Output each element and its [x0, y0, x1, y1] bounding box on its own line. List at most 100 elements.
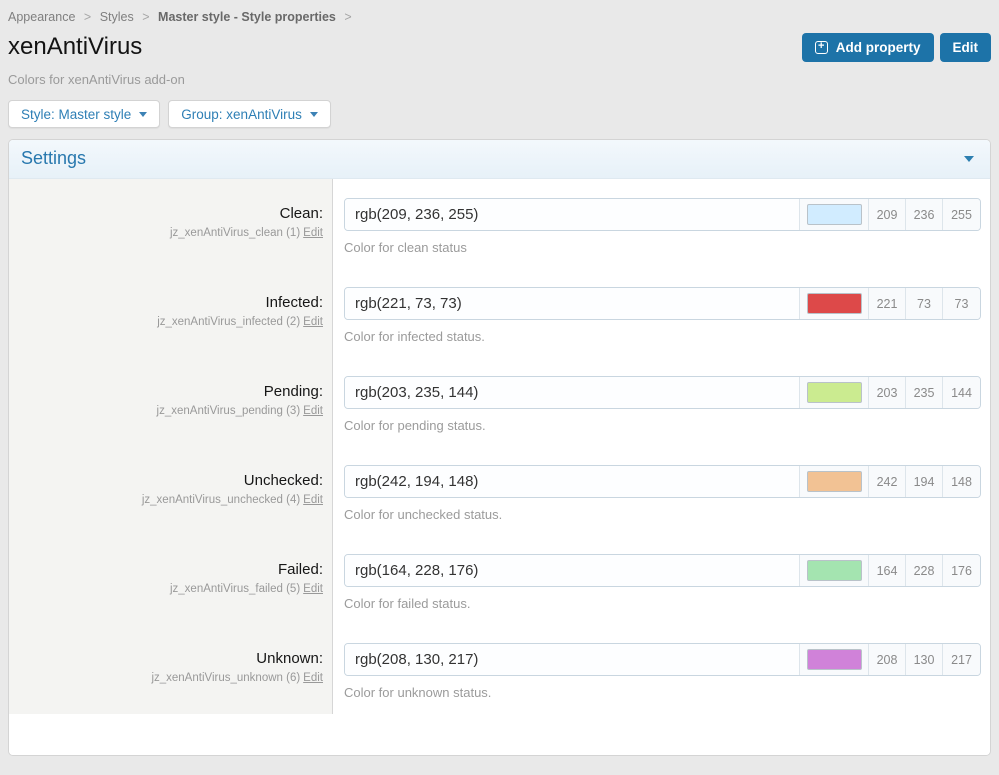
color-swatch[interactable]: [806, 471, 862, 492]
color-red-value: 221: [869, 288, 906, 319]
property-row-infected: Infected: jz_xenAntiVirus_infected (2) Ed…: [9, 287, 990, 376]
filter-row: Style: Master style Group: xenAntiVirus: [8, 100, 991, 128]
property-meta-name: jz_xenAntiVirus_unchecked (4): [141, 494, 301, 506]
color-swatch[interactable]: [806, 293, 862, 314]
property-edit-link[interactable]: Edit: [303, 672, 323, 684]
property-description: Color for pending status.: [344, 418, 486, 433]
group-selector-dropdown[interactable]: Group: xenAntiVirus: [168, 100, 331, 128]
color-green-value: 228: [906, 555, 943, 586]
property-control-cell: 242 194 148 Color for unchecked status.: [334, 465, 990, 554]
property-description: Color for failed status.: [344, 596, 471, 611]
color-value-input[interactable]: [345, 555, 800, 586]
color-value-widget: 242 194 148: [344, 465, 981, 498]
color-blue-value: 176: [943, 555, 980, 586]
property-meta: jz_xenAntiVirus_failed (5) Edit: [9, 583, 323, 595]
color-red-value: 164: [869, 555, 906, 586]
color-swatch[interactable]: [806, 204, 862, 225]
breadcrumb: Appearance > Styles > Master style - Sty…: [8, 0, 991, 24]
property-label-cell: Pending: jz_xenAntiVirus_pending (3) Edit: [9, 376, 334, 465]
property-label-cell: Infected: jz_xenAntiVirus_infected (2) Ed…: [9, 287, 334, 376]
color-value-input[interactable]: [345, 377, 800, 408]
property-meta-name: jz_xenAntiVirus_unknown (6): [151, 672, 301, 684]
property-rows: Clean: jz_xenAntiVirus_clean (1)Edit 209: [9, 179, 990, 732]
color-swatch-cell: [800, 377, 869, 408]
collapse-triangle-icon: [964, 156, 974, 162]
property-meta: jz_xenAntiVirus_pending (3) Edit: [9, 405, 323, 417]
settings-panel-title: Settings: [21, 148, 87, 168]
property-description: Color for unknown status.: [344, 685, 492, 700]
group-selector-label: Group: xenAntiVirus: [181, 106, 302, 122]
style-selector-label: Style: Master style: [21, 106, 132, 122]
color-swatch[interactable]: [806, 382, 862, 403]
property-label: Infected:: [265, 294, 323, 311]
color-green-value: 73: [906, 288, 943, 319]
color-value-input[interactable]: [345, 288, 800, 319]
color-swatch-cell: [800, 644, 869, 675]
property-meta: jz_xenAntiVirus_clean (1) Edit: [9, 227, 323, 239]
property-meta: jz_xenAntiVirus_unknown (6) Edit: [9, 672, 323, 684]
breadcrumb-style-properties[interactable]: Master style - Style properties: [158, 10, 336, 24]
add-property-label: Add property: [835, 39, 921, 55]
property-edit-link[interactable]: Edit: [303, 405, 323, 417]
property-control-cell: 164 228 176 Color for failed status.: [334, 554, 990, 643]
color-blue-value: 148: [943, 466, 980, 497]
color-red-value: 203: [869, 377, 906, 408]
color-swatch[interactable]: [806, 560, 862, 581]
property-label-cell: Clean: jz_xenAntiVirus_clean (1) Edit: [9, 198, 334, 287]
property-row-unchecked: Unchecked: jz_xenAntiVirus_unchecked (4)…: [9, 465, 990, 554]
property-label: Clean:: [279, 205, 323, 222]
property-control-cell: 208 130 217 Color for unknown status.: [334, 643, 990, 732]
property-description: Color for unchecked status.: [344, 507, 503, 522]
property-meta-name: jz_xenAntiVirus_pending (3): [156, 405, 301, 417]
breadcrumb-appearance[interactable]: Appearance: [8, 10, 76, 24]
settings-panel-body: Clean: jz_xenAntiVirus_clean (1)Edit 209: [9, 179, 990, 755]
color-swatch-cell: [800, 199, 869, 230]
color-red-value: 209: [869, 199, 906, 230]
add-icon: [814, 40, 828, 54]
color-value-widget: 208 130 217: [344, 643, 981, 676]
property-meta-name: jz_xenAntiVirus_clean (1): [169, 227, 301, 239]
page-title: xenAntiVirus: [8, 33, 143, 60]
color-swatch-cell: [800, 555, 869, 586]
breadcrumb-separator: >: [83, 10, 92, 24]
property-row-pending: Pending: jz_xenAntiVirus_pending (3) Edit…: [9, 376, 990, 465]
property-label: Unknown:: [256, 650, 323, 667]
color-swatch[interactable]: [806, 649, 862, 670]
property-edit-link[interactable]: Edit: [303, 583, 323, 595]
page-subtitle: Colors for xenAntiVirus add-on: [8, 72, 185, 87]
color-blue-value: 144: [943, 377, 980, 408]
color-red-value: 242: [869, 466, 906, 497]
property-label: Pending:: [263, 383, 323, 400]
color-value-widget: 209 236 255: [344, 198, 981, 231]
settings-panel-header[interactable]: Settings: [9, 140, 990, 179]
chevron-down-icon: [309, 111, 318, 117]
color-green-value: 194: [906, 466, 943, 497]
property-row-clean: Clean: jz_xenAntiVirus_clean (1)Edit 209: [9, 198, 990, 287]
property-edit-link[interactable]: Edit: [303, 316, 323, 328]
property-label-cell: Failed: jz_xenAntiVirus_failed (5) Edit: [9, 554, 334, 643]
color-value-input[interactable]: [345, 199, 800, 230]
property-control-cell: 209 236 255 Color for clean status: [334, 198, 990, 287]
property-meta-name: jz_xenAntiVirus_failed (5): [169, 583, 301, 595]
color-value-widget: 221 73 73: [344, 287, 981, 320]
property-label-cell: Unchecked: jz_xenAntiVirus_unchecked (4)…: [9, 465, 334, 554]
property-label-cell: Unknown: jz_xenAntiVirus_unknown (6) Edit: [9, 643, 334, 732]
style-selector-dropdown[interactable]: Style: Master style: [8, 100, 161, 128]
property-label: Unchecked:: [243, 472, 323, 489]
color-blue-value: 255: [943, 199, 980, 230]
property-edit-link[interactable]: Edit: [303, 227, 323, 239]
property-edit-link[interactable]: Edit: [303, 494, 323, 506]
breadcrumb-styles[interactable]: Styles: [99, 10, 134, 24]
edit-button[interactable]: Edit: [939, 32, 991, 62]
label-column-background: [9, 179, 333, 714]
settings-panel: Settings Clean: jz_xenAntiVirus_clean (1…: [8, 139, 991, 756]
color-swatch-cell: [800, 288, 869, 319]
add-property-button[interactable]: Add property: [801, 32, 934, 62]
property-meta-name: jz_xenAntiVirus_infected (2): [157, 316, 301, 328]
color-value-input[interactable]: [345, 644, 800, 675]
property-control-cell: 221 73 73 Color for infected status.: [334, 287, 990, 376]
color-value-input[interactable]: [345, 466, 800, 497]
breadcrumb-separator: >: [142, 10, 150, 24]
edit-button-label: Edit: [952, 39, 979, 55]
color-value-widget: 164 228 176: [344, 554, 981, 587]
